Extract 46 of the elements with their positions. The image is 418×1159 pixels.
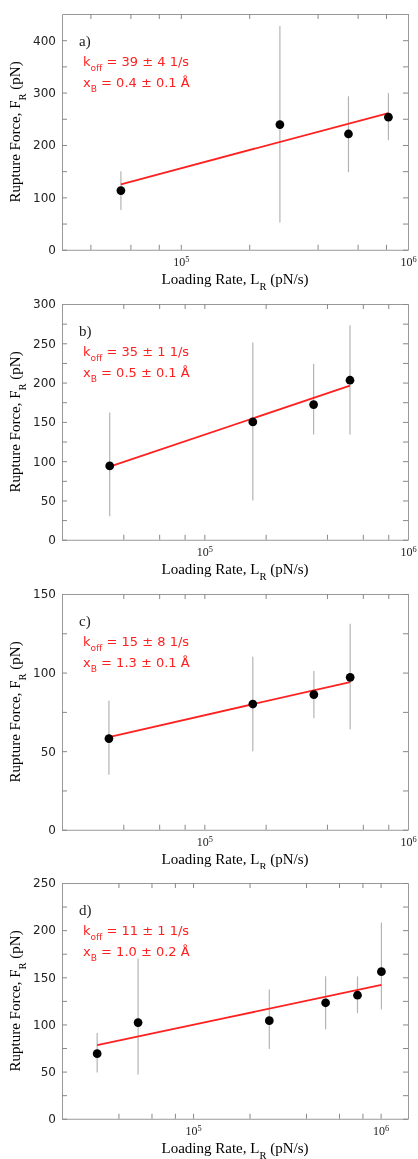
annotation: k$_{off}$ = 39 ± 4 1/s xyxy=(83,54,190,73)
y-tick-label: 150 xyxy=(33,414,56,429)
y-tick-label: 0 xyxy=(48,243,56,258)
annotation: b) xyxy=(79,322,92,340)
y-tick-label: 150 xyxy=(33,586,56,601)
y-tick-label: 150 xyxy=(33,970,56,985)
x-tick-label: 10$^{5}$ xyxy=(196,833,213,849)
x-tick-label: 10$^{6}$ xyxy=(400,833,417,849)
x-tick-label: 10$^{5}$ xyxy=(196,544,213,559)
annotation: x$_{B}$ = 0.4 ± 0.1 Å xyxy=(83,75,190,94)
annotation: x$_{B}$ = 1.3 ± 0.1 Å xyxy=(83,654,190,674)
annotation: k$_{off}$ = 35 ± 1 1/s xyxy=(83,343,190,363)
y-tick-label: 100 xyxy=(33,454,56,469)
y-tick-label: 100 xyxy=(33,190,56,205)
y-tick-label: 400 xyxy=(33,33,56,48)
y-tick-label: 300 xyxy=(33,297,56,312)
annotation: a) xyxy=(79,33,91,50)
x-tick-label: 10$^{5}$ xyxy=(185,1123,202,1139)
x-tick-label: 10$^{6}$ xyxy=(400,254,417,269)
annotation: d) xyxy=(79,902,92,920)
x-axis-title: Loading Rate, L$_{R}$ (pN/s) xyxy=(161,1140,309,1159)
annotation: x$_{B}$ = 0.5 ± 0.1 Å xyxy=(83,364,190,384)
y-tick-label: 300 xyxy=(33,85,56,100)
y-tick-label: 200 xyxy=(33,923,56,938)
x-axis-title: Loading Rate, L$_{R}$ (pN/s) xyxy=(161,270,309,292)
x-tick-label: 10$^{5}$ xyxy=(173,254,190,269)
y-tick-label: 200 xyxy=(33,138,56,153)
annotation: k$_{off}$ = 15 ± 8 1/s xyxy=(83,633,190,653)
y-tick-label: 0 xyxy=(48,822,56,837)
x-axis-title: Loading Rate, L$_{R}$ (pN/s) xyxy=(161,560,309,581)
y-tick-label: 200 xyxy=(33,375,56,390)
annotation: c) xyxy=(79,612,91,630)
y-tick-label: 0 xyxy=(48,1112,56,1127)
x-tick-label: 10$^{6}$ xyxy=(400,544,417,559)
x-tick-label: 10$^{6}$ xyxy=(373,1123,390,1139)
y-tick-label: 250 xyxy=(33,876,56,891)
annotation: k$_{off}$ = 11 ± 1 1/s xyxy=(83,923,190,943)
annotation: x$_{B}$ = 1.0 ± 0.2 Å xyxy=(83,944,190,964)
y-tick-label: 250 xyxy=(33,336,56,351)
y-tick-label: 100 xyxy=(33,1018,56,1033)
y-tick-label: 50 xyxy=(40,1065,56,1080)
y-tick-label: 50 xyxy=(40,493,56,508)
x-axis-title: Loading Rate, L$_{R}$ (pN/s) xyxy=(161,850,309,871)
y-tick-label: 100 xyxy=(33,665,56,680)
y-tick-label: 0 xyxy=(48,532,56,547)
y-tick-label: 50 xyxy=(40,744,56,759)
